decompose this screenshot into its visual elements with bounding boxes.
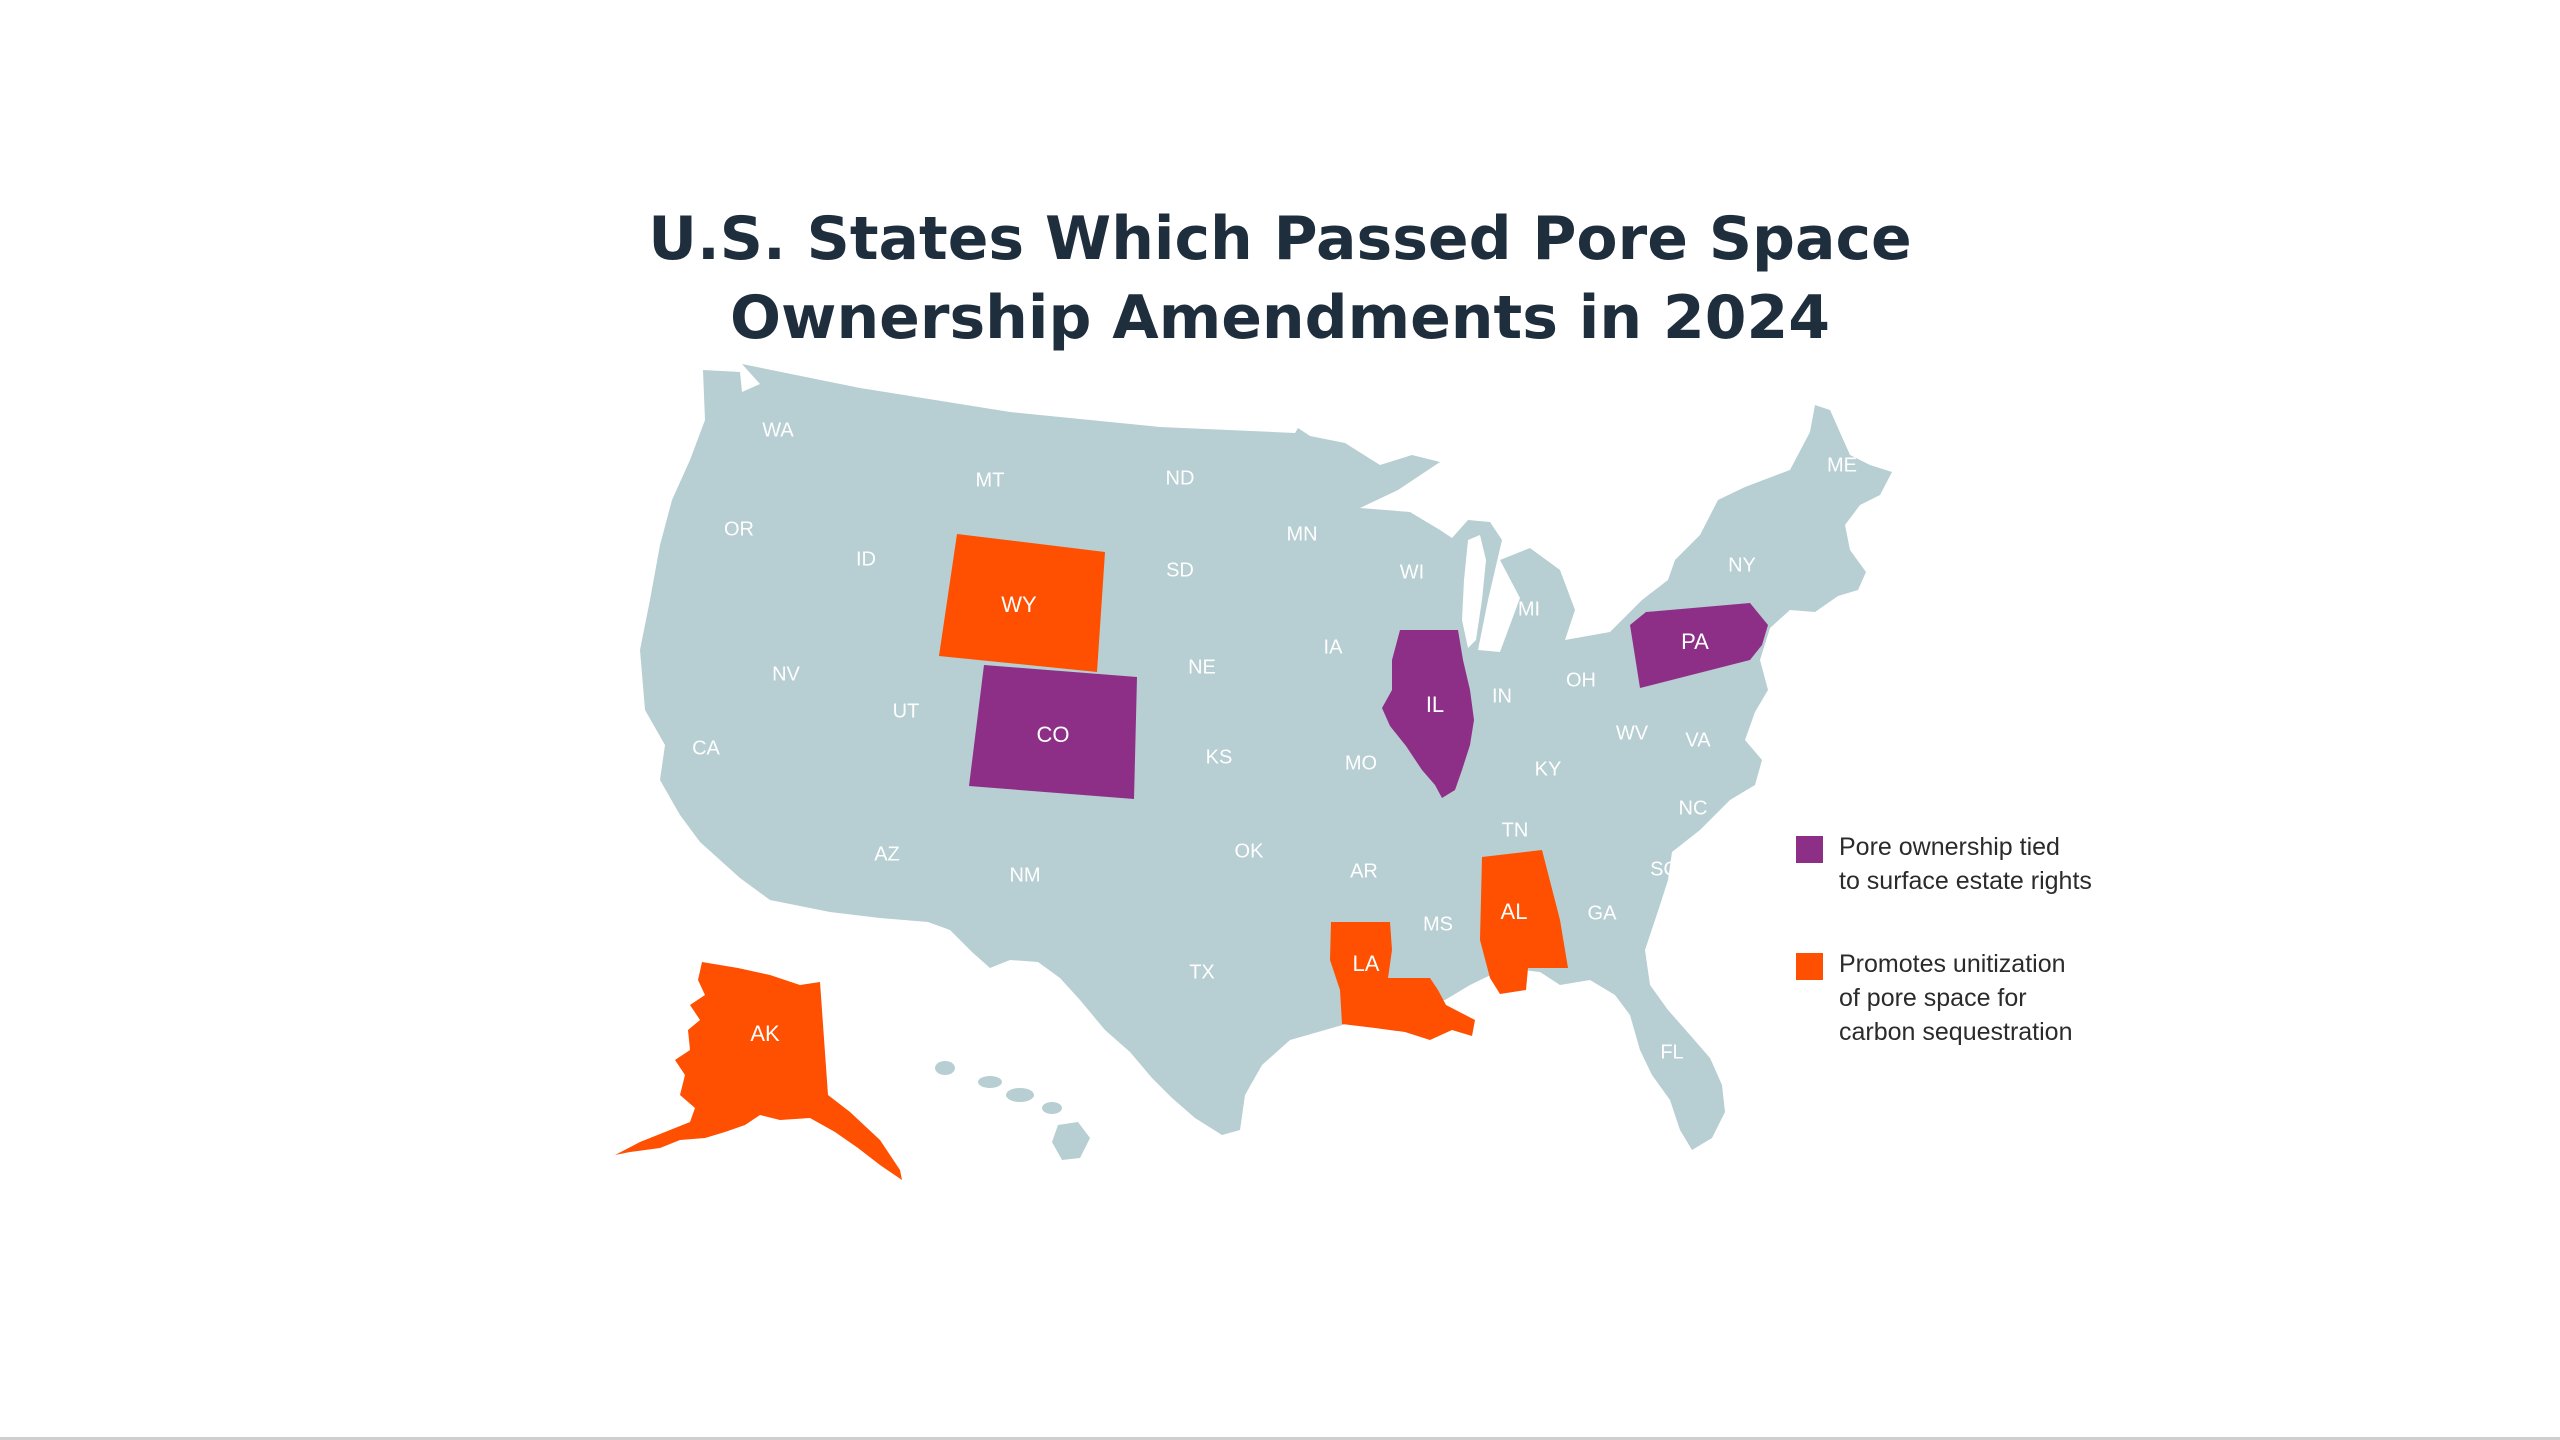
state-label-ok: OK — [1235, 840, 1265, 862]
state-label-pa: PA — [1681, 629, 1709, 654]
state-label-mn: MN — [1286, 523, 1317, 545]
state-label-tn: TN — [1502, 819, 1529, 841]
state-label-ms: MS — [1423, 913, 1453, 935]
state-label-ga: GA — [1588, 902, 1618, 924]
title-line-2: Ownership Amendments in 2024 — [730, 283, 1830, 353]
state-label-me: ME — [1827, 454, 1857, 476]
state-label-mi: MI — [1518, 598, 1540, 620]
state-label-sd: SD — [1166, 559, 1194, 581]
state-label-nd: ND — [1166, 467, 1195, 489]
hawaii-islands — [935, 1061, 1090, 1160]
lake-michigan — [1462, 535, 1486, 648]
state-label-ks: KS — [1206, 746, 1233, 768]
state-label-id: ID — [856, 548, 876, 570]
legend-item-unitization: Promotes unitization of pore space for c… — [1796, 947, 2092, 1049]
state-label-wi: WI — [1400, 561, 1424, 583]
state-label-or: OR — [724, 518, 754, 540]
state-label-la: LA — [1353, 951, 1380, 976]
state-label-mt: MT — [976, 469, 1005, 491]
state-label-ny: NY — [1728, 554, 1756, 576]
state-label-mo: MO — [1345, 752, 1377, 774]
state-label-wa: WA — [762, 419, 794, 441]
state-label-va: VA — [1685, 729, 1711, 751]
state-shape-wy — [939, 534, 1105, 672]
state-label-ar: AR — [1350, 860, 1378, 882]
state-shape-al — [1480, 850, 1568, 994]
state-label-sc: SC — [1650, 858, 1678, 880]
state-label-ut: UT — [893, 700, 920, 722]
state-shape-pa — [1630, 603, 1768, 688]
state-label-az: AZ — [874, 843, 900, 865]
title-line-1: U.S. States Which Passed Pore Space — [648, 204, 1912, 274]
legend-text: of pore space for — [1839, 984, 2027, 1012]
state-label-nv: NV — [772, 663, 800, 685]
map-title: U.S. States Which Passed Pore Space Owne… — [0, 200, 2560, 358]
legend-text: Promotes unitization — [1839, 950, 2066, 978]
state-labels: WA OR ID MT ND MN SD WY NV UT CO CA NE I… — [692, 419, 1857, 1063]
state-label-ne: NE — [1188, 656, 1216, 678]
legend-text: to surface estate rights — [1839, 867, 2092, 895]
contiguous-us-landmass — [640, 364, 1892, 1150]
state-label-wy: WY — [1001, 592, 1037, 617]
state-shape-la — [1330, 922, 1475, 1040]
legend-swatch-purple — [1796, 836, 1823, 863]
state-label-ca: CA — [692, 737, 720, 759]
state-label-nm: NM — [1009, 864, 1040, 886]
state-label-il: IL — [1426, 692, 1444, 717]
state-label-wv: WV — [1616, 722, 1649, 744]
state-label-tx: TX — [1189, 961, 1215, 983]
state-label-in: IN — [1492, 685, 1512, 707]
state-label-al: AL — [1501, 899, 1528, 924]
legend: Pore ownership tied to surface estate ri… — [1796, 830, 2092, 1098]
state-label-ky: KY — [1535, 758, 1562, 780]
legend-swatch-orange — [1796, 953, 1823, 980]
state-shape-co — [969, 665, 1137, 799]
state-label-ak: AK — [750, 1021, 780, 1046]
state-label-ia: IA — [1324, 636, 1344, 658]
state-shape-ak — [615, 962, 902, 1180]
state-label-nc: NC — [1679, 797, 1708, 819]
state-label-co: CO — [1037, 722, 1070, 747]
legend-text: Pore ownership tied — [1839, 833, 2060, 861]
bottom-divider — [0, 1437, 2560, 1440]
state-label-fl: FL — [1660, 1041, 1683, 1063]
legend-item-surface-estate: Pore ownership tied to surface estate ri… — [1796, 830, 2092, 898]
state-label-oh: OH — [1566, 669, 1596, 691]
state-shape-il — [1382, 630, 1474, 798]
legend-text: carbon sequestration — [1839, 1018, 2073, 1046]
